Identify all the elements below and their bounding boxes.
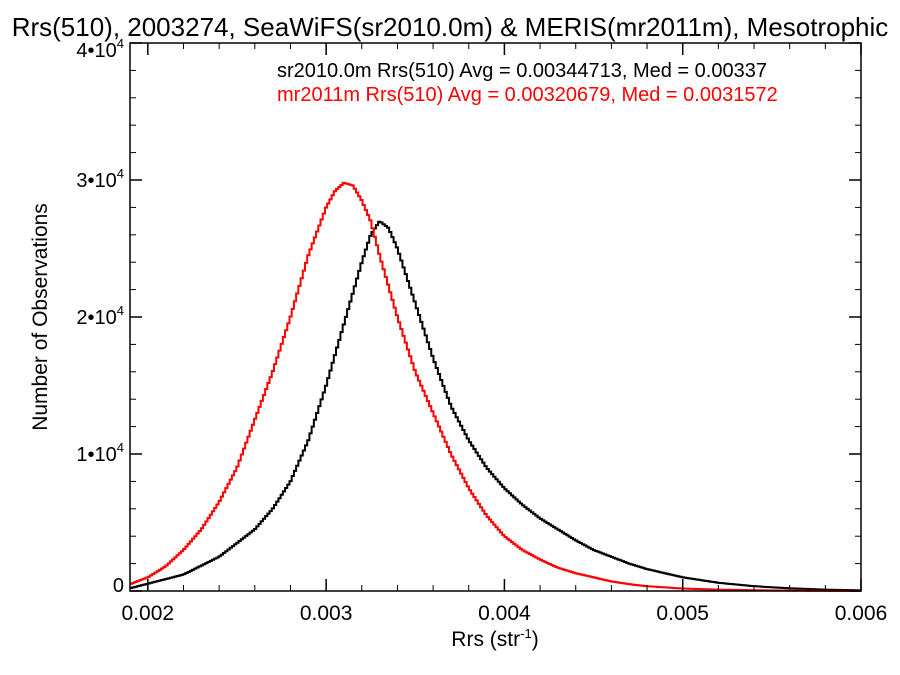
y-tick-label: 3•104 (76, 166, 124, 192)
x-tick-label: 0.003 (300, 602, 353, 625)
plot-frame (129, 42, 862, 592)
x-tick-label: 0.002 (122, 602, 175, 625)
series-line-sr2010.0m (130, 220, 861, 592)
y-tick-label: 0 (113, 575, 124, 597)
legend: sr2010.0m Rrs(510) Avg = 0.00344713, Med… (277, 60, 778, 106)
plot-series (130, 181, 861, 592)
y-tick-label: 1•104 (76, 440, 124, 466)
legend-entry-mr2011m: mr2011m Rrs(510) Avg = 0.00320679, Med =… (277, 84, 778, 106)
y-axis-label: Number of Observations (29, 203, 52, 431)
y-tick-label: 4•104 (76, 36, 124, 62)
x-tick-label: 0.004 (478, 602, 531, 625)
x-axis: 0.002 0.003 0.004 0.005 0.006 (122, 43, 888, 625)
x-axis-label: Rrs (str-1) (451, 626, 538, 651)
x-tick-label: 0.006 (835, 602, 888, 625)
chart-title: Rrs(510), 2003274, SeaWiFS(sr2010.0m) & … (12, 12, 889, 42)
x-tick-label: 0.005 (656, 602, 709, 625)
y-axis: 0 1•104 2•104 3•104 4•104 (76, 36, 861, 597)
series-line-mr2011m (130, 181, 861, 592)
legend-entry-sr2010.0m: sr2010.0m Rrs(510) Avg = 0.00344713, Med… (277, 60, 767, 82)
y-tick-label: 2•104 (76, 303, 124, 329)
